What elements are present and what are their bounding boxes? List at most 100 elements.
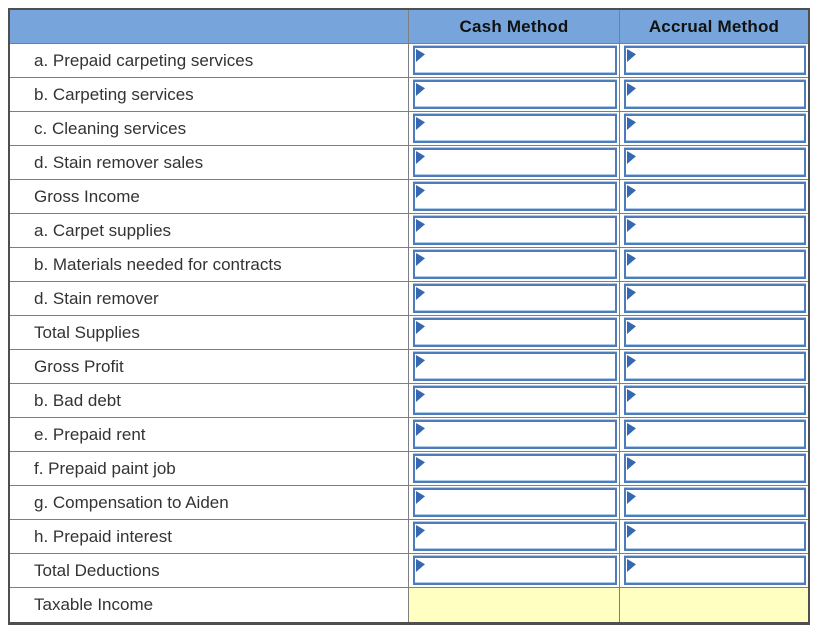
corner-flag-icon — [627, 219, 636, 232]
header-cash-method: Cash Method — [409, 10, 620, 44]
row-label: Total Deductions — [10, 554, 409, 588]
accrual-method-input[interactable] — [624, 46, 806, 75]
corner-flag-icon — [627, 185, 636, 198]
accrual-method-cell — [620, 452, 808, 486]
row-label: a. Prepaid carpeting services — [10, 44, 409, 78]
cash-method-input[interactable] — [413, 250, 617, 279]
accrual-method-input[interactable] — [624, 80, 806, 109]
accrual-method-input[interactable] — [624, 556, 806, 585]
corner-flag-icon — [416, 491, 425, 504]
corner-flag-icon — [416, 457, 425, 470]
cash-method-cell — [409, 316, 620, 350]
corner-flag-icon — [627, 287, 636, 300]
accrual-method-cell — [620, 554, 808, 588]
cash-method-cell — [409, 554, 620, 588]
accrual-method-input[interactable] — [624, 250, 806, 279]
accrual-method-cell — [620, 418, 808, 452]
cash-method-cell — [409, 520, 620, 554]
table-row: Total Supplies — [10, 316, 808, 350]
accrual-method-cell — [620, 486, 808, 520]
corner-flag-icon — [416, 253, 425, 266]
cash-method-input[interactable] — [413, 488, 617, 517]
cash-method-input[interactable] — [413, 318, 617, 347]
row-label: Total Supplies — [10, 316, 409, 350]
table-row: f. Prepaid paint job — [10, 452, 808, 486]
row-label: a. Carpet supplies — [10, 214, 409, 248]
cash-method-input[interactable] — [413, 420, 617, 449]
accrual-method-input[interactable] — [624, 114, 806, 143]
corner-flag-icon — [627, 423, 636, 436]
accrual-method-result-cell — [620, 588, 808, 622]
row-label: g. Compensation to Aiden — [10, 486, 409, 520]
accrual-method-input[interactable] — [624, 386, 806, 415]
row-label: b. Materials needed for contracts — [10, 248, 409, 282]
corner-flag-icon — [416, 321, 425, 334]
cash-method-input[interactable] — [413, 182, 617, 211]
accrual-method-input[interactable] — [624, 284, 806, 313]
accrual-method-cell — [620, 146, 808, 180]
accrual-method-input[interactable] — [624, 352, 806, 381]
cash-method-input[interactable] — [413, 46, 617, 75]
cash-method-result-cell — [409, 588, 620, 622]
cash-method-input[interactable] — [413, 148, 617, 177]
table-row: e. Prepaid rent — [10, 418, 808, 452]
accrual-method-cell — [620, 180, 808, 214]
corner-flag-icon — [416, 559, 425, 572]
cash-method-input[interactable] — [413, 522, 617, 551]
cash-method-cell — [409, 112, 620, 146]
accrual-method-cell — [620, 78, 808, 112]
cash-method-cell — [409, 452, 620, 486]
table-row: g. Compensation to Aiden — [10, 486, 808, 520]
corner-flag-icon — [416, 151, 425, 164]
accrual-method-input[interactable] — [624, 148, 806, 177]
row-label: Gross Profit — [10, 350, 409, 384]
accrual-method-input[interactable] — [624, 318, 806, 347]
corner-flag-icon — [627, 559, 636, 572]
cash-method-input[interactable] — [413, 216, 617, 245]
corner-flag-icon — [627, 253, 636, 266]
corner-flag-icon — [416, 83, 425, 96]
corner-flag-icon — [627, 389, 636, 402]
header-blank-cell — [10, 10, 409, 44]
header-accrual-method: Accrual Method — [620, 10, 808, 44]
row-label: d. Stain remover sales — [10, 146, 409, 180]
cash-method-input[interactable] — [413, 556, 617, 585]
accrual-method-cell — [620, 316, 808, 350]
row-label: d. Stain remover — [10, 282, 409, 316]
table-row: Gross Profit — [10, 350, 808, 384]
table-header-row: Cash Method Accrual Method — [10, 10, 808, 44]
cash-method-input[interactable] — [413, 80, 617, 109]
accrual-method-input[interactable] — [624, 420, 806, 449]
corner-flag-icon — [416, 117, 425, 130]
row-label: b. Bad debt — [10, 384, 409, 418]
cash-method-cell — [409, 248, 620, 282]
accrual-method-input[interactable] — [624, 522, 806, 551]
row-label: c. Cleaning services — [10, 112, 409, 146]
corner-flag-icon — [627, 117, 636, 130]
cash-method-input[interactable] — [413, 386, 617, 415]
cash-method-input[interactable] — [413, 454, 617, 483]
accrual-method-input[interactable] — [624, 182, 806, 211]
cash-method-input[interactable] — [413, 352, 617, 381]
cash-method-input[interactable] — [413, 284, 617, 313]
table-row-taxable-income: Taxable Income — [10, 588, 808, 622]
table-row: Gross Income — [10, 180, 808, 214]
cash-method-input[interactable] — [413, 114, 617, 143]
accrual-method-cell — [620, 282, 808, 316]
row-label: h. Prepaid interest — [10, 520, 409, 554]
cash-method-cell — [409, 350, 620, 384]
accrual-method-cell — [620, 248, 808, 282]
row-label: b. Carpeting services — [10, 78, 409, 112]
table-row: b. Bad debt — [10, 384, 808, 418]
row-label: f. Prepaid paint job — [10, 452, 409, 486]
accrual-method-input[interactable] — [624, 216, 806, 245]
accrual-method-input[interactable] — [624, 454, 806, 483]
corner-flag-icon — [627, 321, 636, 334]
accrual-method-input[interactable] — [624, 488, 806, 517]
table-row: a. Prepaid carpeting services — [10, 44, 808, 78]
table-row: c. Cleaning services — [10, 112, 808, 146]
accrual-method-cell — [620, 112, 808, 146]
table-row: a. Carpet supplies — [10, 214, 808, 248]
cash-method-cell — [409, 146, 620, 180]
corner-flag-icon — [416, 389, 425, 402]
